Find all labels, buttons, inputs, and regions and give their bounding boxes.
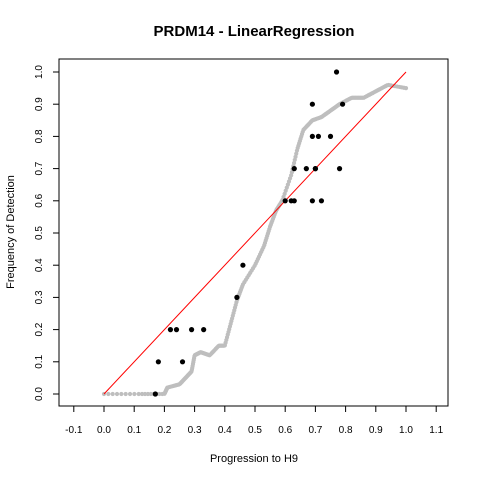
black-point: [310, 102, 315, 107]
black-point: [156, 359, 161, 364]
black-point: [234, 295, 239, 300]
reference-line: [104, 72, 406, 394]
x-tick-label: 0.9: [369, 425, 383, 436]
chart-title: PRDM14 - LinearRegression: [154, 23, 355, 40]
gray-point: [106, 392, 110, 396]
x-axis-label: Progression to H9: [210, 453, 298, 465]
gray-point: [115, 392, 119, 396]
gray-point: [132, 392, 136, 396]
gray-point: [119, 392, 123, 396]
x-tick-label: 0.8: [339, 425, 353, 436]
black-point: [334, 69, 339, 74]
y-tick-label: 0.9: [34, 97, 45, 111]
y-tick-label: 0.0: [34, 387, 45, 401]
x-axis: -0.1 0.0 0.1 0.2 0.3 0.4 0.5 0.6 0.7 0.8 0.9 1.0 1.1: [65, 406, 443, 436]
x-tick-label: 0.2: [157, 425, 171, 436]
black-point: [337, 166, 342, 171]
x-tick-label: 0.7: [308, 425, 322, 436]
y-tick-label: 0.3: [34, 290, 45, 304]
black-point: [292, 198, 297, 203]
plot-frame: [59, 59, 448, 406]
black-point: [316, 134, 321, 139]
y-tick-label: 0.2: [34, 322, 45, 336]
black-point: [189, 327, 194, 332]
gray-point: [111, 392, 115, 396]
y-tick-label: 1.0: [34, 65, 45, 79]
x-tick-label: 0.3: [188, 425, 202, 436]
x-tick-label: 0.0: [97, 425, 111, 436]
y-tick-label: 0.7: [34, 161, 45, 175]
x-tick-label: 0.6: [278, 425, 292, 436]
black-point: [180, 359, 185, 364]
black-point: [319, 198, 324, 203]
y-tick-label: 0.1: [34, 354, 45, 368]
x-tick-label: 0.5: [248, 425, 262, 436]
y-tick-label: 0.6: [34, 193, 45, 207]
black-point: [240, 263, 245, 268]
black-point: [340, 102, 345, 107]
y-tick-label: 0.8: [34, 129, 45, 143]
y-tick-label: 0.4: [34, 258, 45, 272]
black-point: [201, 327, 206, 332]
x-tick-label: 0.1: [127, 425, 141, 436]
y-axis: 0.0 0.1 0.2 0.3 0.4 0.5 0.6 0.7 0.8 0.9 1.0: [34, 65, 59, 401]
y-axis-label: Frequency of Detection: [5, 175, 17, 289]
x-tick-label: 0.4: [218, 425, 232, 436]
black-point: [174, 327, 179, 332]
black-point: [328, 134, 333, 139]
x-tick-label: -0.1: [65, 425, 83, 436]
black-point: [310, 198, 315, 203]
x-tick-label: 1.0: [399, 425, 413, 436]
black-point: [283, 198, 288, 203]
y-tick-label: 0.5: [34, 226, 45, 240]
black-point: [168, 327, 173, 332]
black-point: [313, 166, 318, 171]
gray-point: [128, 392, 132, 396]
black-point: [304, 166, 309, 171]
black-point: [310, 134, 315, 139]
black-point: [153, 391, 158, 396]
gray-point: [404, 86, 408, 90]
gray-point: [124, 392, 128, 396]
black-point: [292, 166, 297, 171]
plot-area: [102, 69, 408, 396]
x-tick-label: 1.1: [429, 425, 443, 436]
